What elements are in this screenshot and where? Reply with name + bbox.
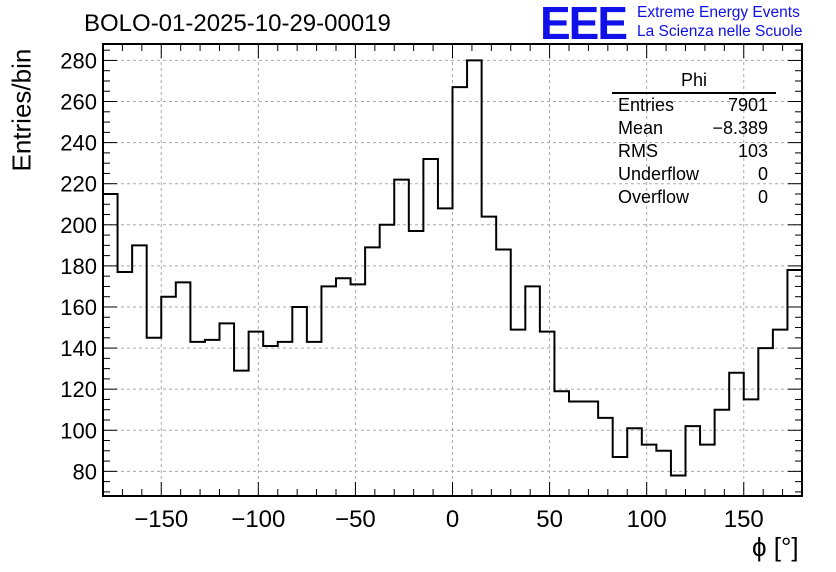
plot-frame bbox=[102, 43, 803, 497]
histogram-bin bbox=[758, 348, 773, 496]
stat-row-entries: Entries 7901 bbox=[612, 94, 776, 117]
stat-label: RMS bbox=[618, 141, 658, 161]
histogram-bin bbox=[205, 340, 220, 496]
histogram-bin bbox=[394, 180, 409, 496]
histogram-bin bbox=[190, 342, 205, 496]
stat-row-underflow: Underflow 0 bbox=[612, 163, 776, 186]
histogram-bin bbox=[351, 284, 366, 496]
stat-label: Underflow bbox=[618, 164, 700, 184]
histogram-bin bbox=[787, 270, 802, 496]
histogram-bin bbox=[423, 159, 438, 496]
stat-label: Entries bbox=[618, 95, 675, 115]
x-tick-label: 0 bbox=[446, 506, 459, 533]
stats-box: Phi Entries 7901 Mean −8.389 RMS 103 Und… bbox=[612, 68, 776, 209]
x-tick-label: 150 bbox=[724, 506, 764, 533]
histogram-bin bbox=[656, 451, 671, 496]
histogram-bin bbox=[292, 307, 307, 496]
histogram-bin bbox=[613, 457, 628, 496]
histogram-bin bbox=[642, 445, 657, 496]
histogram-series bbox=[102, 59, 803, 496]
histogram-bin bbox=[380, 225, 395, 496]
stat-row-mean: Mean −8.389 bbox=[612, 117, 776, 140]
y-tick-label: 100 bbox=[60, 418, 97, 443]
histogram-bin bbox=[729, 373, 744, 496]
histogram-bin bbox=[511, 330, 526, 496]
histogram-bin bbox=[147, 338, 162, 496]
histogram-bin bbox=[409, 231, 424, 496]
logo-line-2: La Scienza nelle Scuole bbox=[637, 23, 803, 40]
x-tick-label: −50 bbox=[335, 506, 376, 533]
page-title: BOLO-01-2025-10-29-00019 bbox=[84, 10, 391, 37]
histogram-bin bbox=[118, 272, 133, 496]
histogram-bin bbox=[496, 249, 511, 496]
y-tick-label: 260 bbox=[60, 90, 97, 115]
histogram-bin bbox=[103, 194, 118, 496]
y-axis-label: Entries/bin bbox=[6, 48, 37, 172]
y-tick-label: 280 bbox=[60, 48, 97, 73]
histogram-bin bbox=[176, 282, 191, 496]
y-tick-label: 180 bbox=[60, 254, 97, 279]
histogram-bin bbox=[278, 342, 293, 496]
x-tick-label: −100 bbox=[231, 506, 285, 533]
x-tick-label: 100 bbox=[627, 506, 667, 533]
y-tick-label: 240 bbox=[60, 131, 97, 156]
eee-logo: EEE bbox=[540, 0, 628, 49]
histogram-bin bbox=[336, 278, 351, 496]
x-tick-label: 50 bbox=[536, 506, 563, 533]
histogram-bin bbox=[584, 401, 599, 496]
histogram-bin bbox=[554, 391, 569, 496]
histogram-bin bbox=[220, 323, 235, 496]
stat-value: 0 bbox=[757, 164, 768, 184]
stat-value: −8.389 bbox=[712, 118, 768, 138]
y-tick-label: 80 bbox=[73, 459, 97, 484]
y-tick-label: 220 bbox=[60, 172, 97, 197]
logo-line-1: Extreme Energy Events bbox=[637, 4, 800, 21]
histogram-bin bbox=[715, 410, 730, 496]
histogram-bin bbox=[540, 332, 555, 496]
stats-title: Phi bbox=[612, 68, 776, 94]
histogram-bin bbox=[482, 217, 497, 496]
y-tick-label: 200 bbox=[60, 213, 97, 238]
x-tick-label: −150 bbox=[134, 506, 188, 533]
histogram-bin bbox=[525, 286, 540, 496]
histogram-bin bbox=[365, 247, 380, 496]
histogram-bin bbox=[686, 426, 701, 496]
stat-row-overflow: Overflow 0 bbox=[612, 186, 776, 209]
histogram-bin bbox=[467, 60, 482, 496]
histogram-bin bbox=[438, 208, 453, 496]
eee-logo-text: Extreme Energy Events La Scienza nelle S… bbox=[637, 3, 802, 41]
histogram-bin bbox=[569, 401, 584, 496]
histogram-bin bbox=[627, 428, 642, 496]
histogram-bin bbox=[453, 87, 468, 496]
histogram-bin bbox=[307, 342, 322, 496]
stat-value: 0 bbox=[757, 187, 768, 207]
histogram-bin bbox=[132, 245, 147, 496]
x-axis-label: ϕ [°] bbox=[752, 532, 799, 562]
histogram-bin bbox=[671, 475, 686, 496]
stat-value: 7901 bbox=[727, 95, 768, 115]
stat-label: Mean bbox=[618, 118, 664, 138]
histogram-bin bbox=[744, 399, 759, 496]
y-tick-label: 120 bbox=[60, 377, 97, 402]
stat-value: 103 bbox=[737, 141, 768, 161]
y-tick-label: 140 bbox=[60, 336, 97, 361]
histogram-bin bbox=[321, 286, 336, 496]
histogram-bin bbox=[249, 332, 264, 496]
y-tick-label: 160 bbox=[60, 295, 97, 320]
histogram-bin bbox=[161, 297, 176, 496]
histogram-bin bbox=[598, 418, 613, 496]
histogram-bin bbox=[234, 371, 249, 496]
stat-label: Overflow bbox=[618, 187, 690, 207]
stat-row-rms: RMS 103 bbox=[612, 140, 776, 163]
histogram-bin bbox=[773, 330, 788, 496]
histogram-bin bbox=[263, 346, 278, 496]
histogram-bin bbox=[700, 445, 715, 496]
